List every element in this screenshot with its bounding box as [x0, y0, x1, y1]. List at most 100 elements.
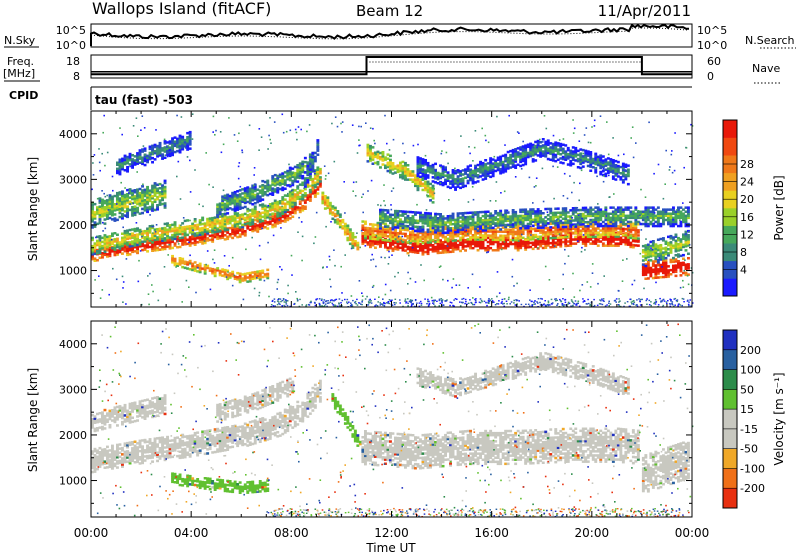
power-cell	[236, 208, 240, 211]
power-cell	[501, 217, 505, 221]
power-cell	[414, 244, 417, 248]
power-cell	[556, 142, 560, 145]
power-cell	[283, 202, 287, 205]
power-cell	[141, 234, 144, 237]
power-cell	[481, 174, 485, 177]
power-cell	[136, 206, 139, 210]
power-cell	[389, 229, 392, 232]
power-cell	[519, 236, 523, 240]
power-cell	[504, 209, 508, 212]
power-cell	[206, 237, 210, 240]
power-cell	[91, 251, 94, 254]
power-cell	[381, 208, 385, 212]
power-cell	[381, 155, 385, 158]
power-cell	[231, 195, 235, 199]
power-cell	[283, 206, 287, 210]
power-cell	[391, 221, 395, 225]
power-cell	[651, 208, 655, 211]
power-cell	[176, 264, 179, 267]
power-cell	[504, 244, 508, 248]
power-cell	[303, 192, 307, 195]
power-cell	[476, 176, 480, 179]
power-cell	[436, 212, 440, 216]
power-cell	[141, 158, 144, 161]
power-cell	[296, 168, 300, 171]
power-cell	[156, 197, 159, 201]
power-cell	[421, 170, 425, 173]
power-cell	[263, 210, 267, 214]
power-cell	[331, 207, 335, 210]
power-cell	[283, 179, 287, 182]
power-cell	[409, 250, 412, 253]
power-cell	[364, 238, 367, 242]
power-cell	[131, 244, 134, 248]
power-cell	[213, 230, 217, 234]
power-cell	[596, 221, 600, 224]
power-cell	[601, 210, 605, 213]
power-cell	[293, 176, 297, 179]
power-cell	[509, 160, 513, 163]
power-cell	[606, 157, 610, 160]
power-cell	[369, 233, 372, 236]
power-cell	[253, 185, 257, 189]
power-cell	[353, 240, 357, 243]
power-cell	[449, 223, 452, 226]
power-cell	[654, 270, 658, 273]
power-cell	[484, 236, 488, 239]
power-cell	[213, 226, 217, 230]
power-cell	[424, 163, 427, 166]
power-cell	[311, 153, 315, 157]
power-cell	[138, 161, 142, 164]
power-cell	[677, 214, 680, 218]
power-cell	[138, 230, 142, 234]
power-cell	[531, 147, 535, 151]
power-cell	[223, 222, 227, 226]
power-cell	[431, 195, 435, 198]
power-cell	[126, 207, 129, 210]
power-cell	[366, 147, 370, 151]
power-cell	[629, 212, 633, 215]
power-cell	[186, 146, 190, 149]
power-cell	[261, 188, 265, 191]
power-cell	[126, 199, 129, 202]
power-cell	[151, 205, 154, 208]
power-cell	[479, 221, 482, 224]
power-cell	[308, 176, 312, 179]
power-cell	[466, 219, 470, 223]
power-cell	[421, 241, 425, 245]
power-cell	[103, 218, 107, 221]
power-cell	[271, 179, 275, 182]
power-cell	[606, 161, 610, 164]
power-cell	[374, 227, 377, 231]
power-cell	[421, 158, 425, 161]
power-cell	[611, 229, 615, 232]
power-cell	[416, 172, 420, 176]
power-cell	[313, 151, 317, 155]
power-cell	[499, 209, 503, 213]
power-cell	[156, 248, 159, 252]
power-cell	[614, 178, 618, 181]
power-cell	[163, 191, 167, 195]
power-cell	[376, 234, 380, 237]
power-cell	[614, 216, 618, 220]
power-cell	[449, 233, 452, 236]
power-cell	[138, 239, 142, 242]
power-cell	[136, 154, 139, 157]
power-cell	[621, 218, 625, 222]
power-cell	[619, 231, 623, 234]
power-cell	[191, 264, 195, 268]
power-cell	[609, 233, 613, 236]
power-cell	[687, 206, 690, 209]
power-cell	[308, 170, 312, 174]
power-cell	[141, 162, 144, 166]
power-cell	[126, 247, 129, 250]
power-cell	[288, 196, 292, 200]
power-cell	[419, 237, 422, 241]
power-cell	[499, 236, 503, 240]
power-cell	[346, 226, 350, 229]
power-cell	[301, 183, 305, 187]
power-cell	[669, 212, 673, 215]
power-cell	[529, 142, 533, 146]
power-cell	[594, 169, 598, 172]
power-cell	[286, 218, 290, 222]
